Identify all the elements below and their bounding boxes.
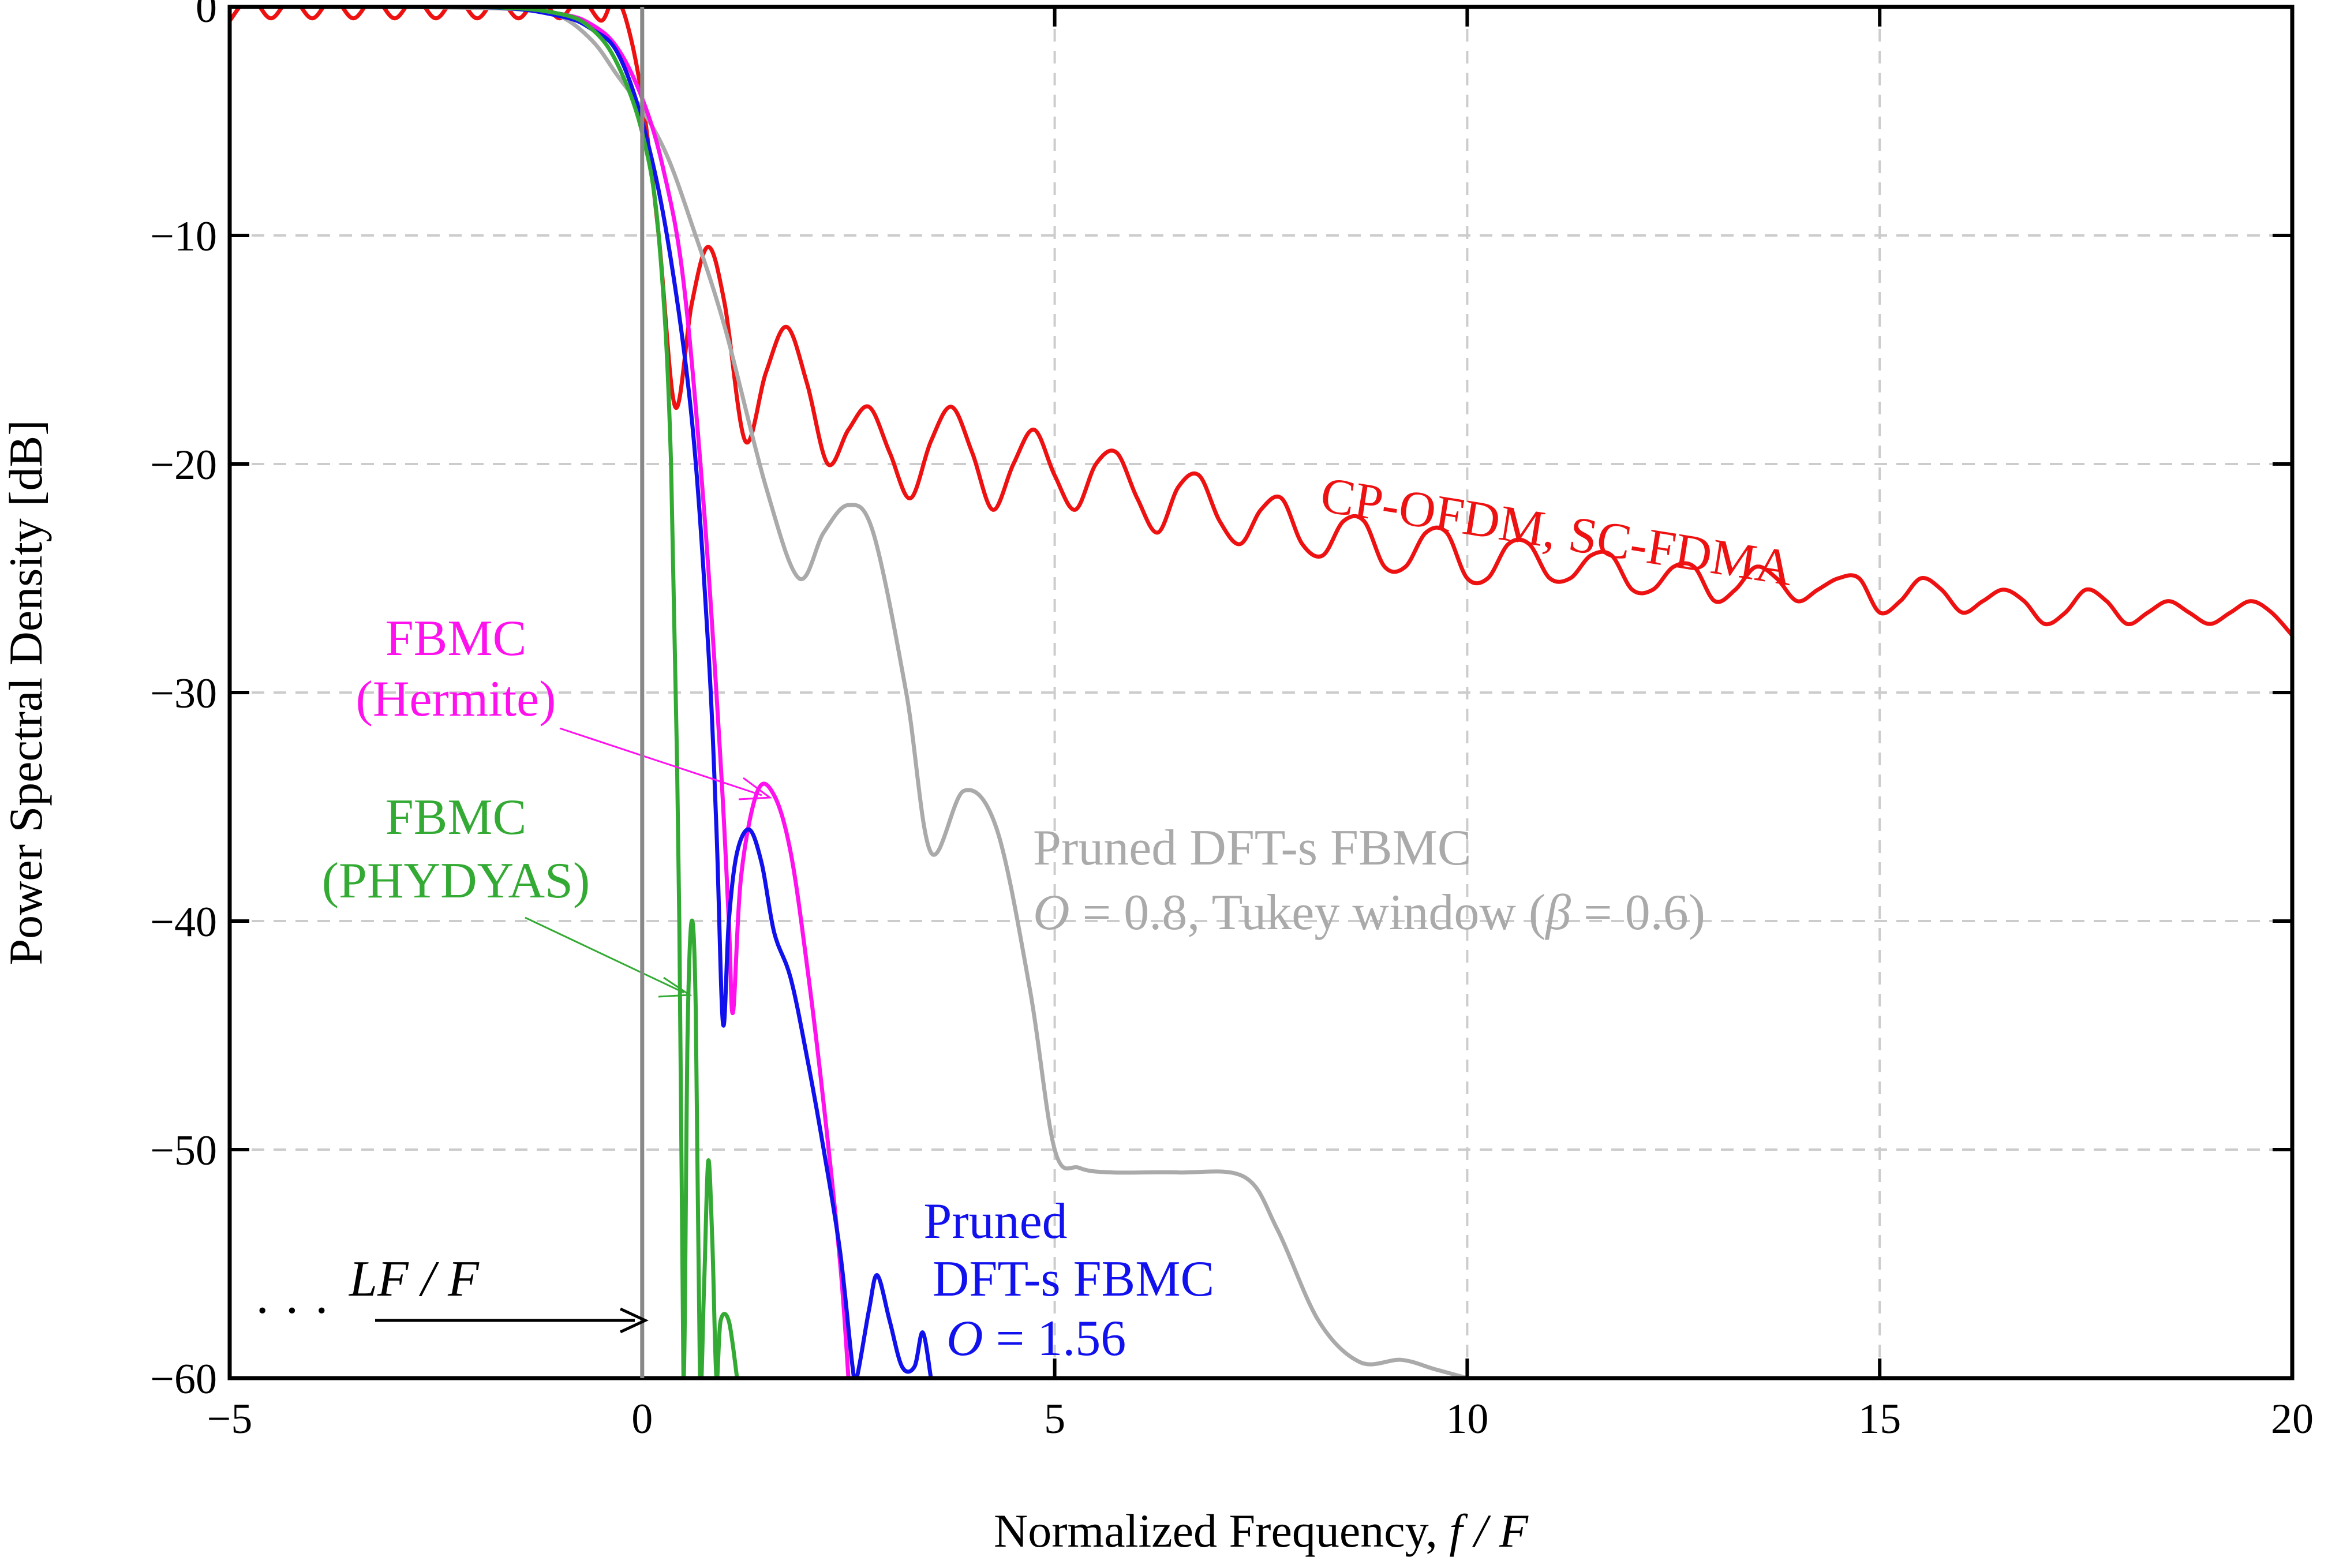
y-tick-label: −10 bbox=[150, 213, 217, 260]
x-tick-label: 20 bbox=[2271, 1395, 2314, 1443]
series-line-fbmc-hermite bbox=[230, 7, 851, 1378]
y-tick-label: −20 bbox=[150, 441, 217, 489]
cp-ofdm-label: CP-OFDM, SC-FDMA bbox=[1317, 467, 1796, 597]
pruned-tukey-label-line1: Pruned DFT-s FBMC bbox=[1033, 820, 1472, 876]
series-line-pruned-dft-s-fbmc-o-1-56 bbox=[230, 7, 933, 1378]
phydyas-arrow bbox=[525, 916, 684, 994]
x-tick-label: −5 bbox=[207, 1395, 253, 1443]
pruned-blue-label-line2: DFT-s FBMC bbox=[933, 1251, 1214, 1307]
lf-over-f-label: LF / F bbox=[348, 1251, 480, 1307]
x-tick-label: 10 bbox=[1446, 1395, 1488, 1443]
series-line-pruned-dft-s-fbmc-o-0-8-tukey-window-0-6 bbox=[230, 7, 1468, 1378]
y-axis-title: Power Spectral Density [dB] bbox=[0, 420, 52, 965]
y-tick-label: −60 bbox=[150, 1356, 217, 1403]
x-tick-label: 15 bbox=[1858, 1395, 1901, 1443]
y-tick-label: −50 bbox=[150, 1127, 217, 1174]
hermite-arrow bbox=[559, 727, 762, 796]
series-line-fbmc-phydyas bbox=[230, 7, 739, 1378]
hermite-arrowhead bbox=[738, 777, 773, 800]
hermite-label-line1: FBMC bbox=[385, 611, 527, 667]
phydyas-label-line2: (PHYDYAS) bbox=[322, 853, 590, 909]
series-lines bbox=[230, 7, 2292, 1378]
lf-arrowhead bbox=[619, 1307, 649, 1334]
x-tick-label: 0 bbox=[631, 1395, 653, 1443]
pruned-tukey-label-line2: O = 0.8, Tukey window (β = 0.6) bbox=[1033, 885, 1705, 941]
y-tick-label: 0 bbox=[196, 0, 217, 32]
pruned-blue-label-line3: O = 1.56 bbox=[946, 1311, 1126, 1367]
x-tick-label: 5 bbox=[1044, 1395, 1065, 1443]
ellipsis-label: · · · bbox=[254, 1283, 330, 1339]
phydyas-label-line1: FBMC bbox=[385, 789, 527, 845]
phydyas-arrowhead bbox=[658, 976, 693, 998]
x-axis-title: Normalized Frequency, f / F bbox=[994, 1505, 1529, 1557]
axis-ticks: −5 0 5 10 15 200−10−20−30−40−50−60 bbox=[150, 0, 2314, 1443]
y-tick-label: −30 bbox=[150, 670, 217, 717]
y-tick-label: −40 bbox=[150, 899, 217, 946]
series-line-cp-ofdm-sc-fdma bbox=[230, 7, 2292, 637]
hermite-label-line2: (Hermite) bbox=[356, 671, 556, 727]
pruned-blue-label-line1: Pruned bbox=[923, 1193, 1067, 1249]
grid-lines bbox=[230, 7, 2292, 1378]
